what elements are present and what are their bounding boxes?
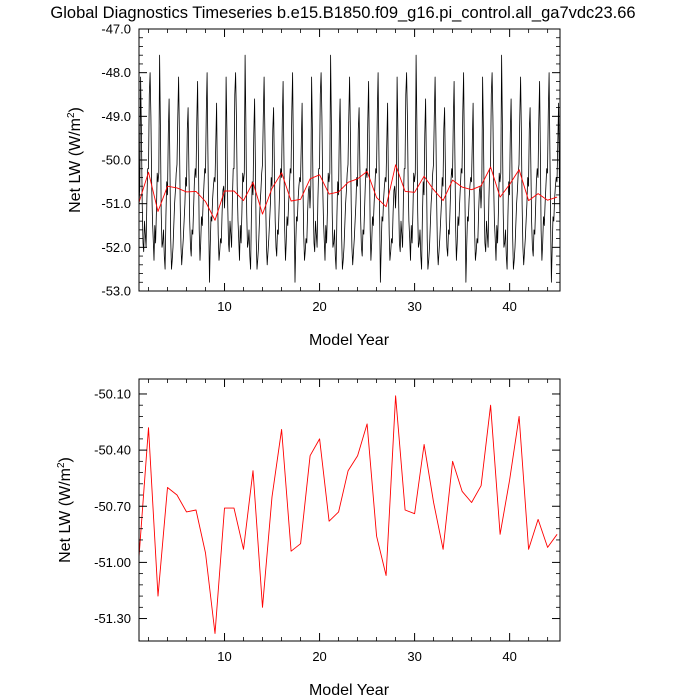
bottom-y-tick-label: -50.40 xyxy=(94,443,131,458)
top-y-tick-label: -49.0 xyxy=(101,109,131,124)
top-y-tick-label: -48.0 xyxy=(101,65,131,80)
top-y-tick-label: -52.0 xyxy=(101,240,131,255)
bottom-x-tick-label: 20 xyxy=(312,649,326,664)
bottom-y-tick-label: -50.10 xyxy=(94,386,131,401)
bottom-y-tick-label: -51.00 xyxy=(94,555,131,570)
top-series-line-1 xyxy=(139,164,558,221)
top-y-tick-label: -51.0 xyxy=(101,196,131,211)
top-axis-ticks: -53.0 -52.0 -51.0 -50.0 -49.0 -48.0 -47.0 10 20 3… xyxy=(101,22,560,314)
top-y-tick-label: -47.0 xyxy=(101,22,131,37)
top-y-tick-label: -50.0 xyxy=(101,153,131,168)
top-x-axis-label: Model Year xyxy=(309,332,390,349)
top-x-tick-label: 10 xyxy=(217,299,231,314)
top-y-tick-label: -53.0 xyxy=(101,284,131,299)
top-x-tick-label: 20 xyxy=(312,299,326,314)
top-series-line-0 xyxy=(139,54,560,283)
bottom-y-axis-label: Net LW (W/m2) xyxy=(56,457,74,563)
panel-annual: -51.30 -51.00 -50.70 -50.40 -50.10 10 20 30 40 M… xyxy=(56,378,561,699)
figure-title: Global Diagnostics Timeseries b.e15.B185… xyxy=(50,4,635,22)
bottom-y-axis-label-superscript: 2 xyxy=(56,462,67,468)
bottom-x-tick-label: 30 xyxy=(407,649,421,664)
bottom-x-axis-label: Model Year xyxy=(309,682,390,699)
bottom-axis-ticks: -51.30 -51.00 -50.70 -50.40 -50.10 10 20 30 40 xyxy=(94,379,560,664)
top-y-axis-label-main: Net LW (W/m xyxy=(67,118,84,213)
top-y-axis-label-close: ) xyxy=(67,107,84,112)
panel-monthly-and-annual: -53.0 -52.0 -51.0 -50.0 -49.0 -48.0 -47.0 10 20 3… xyxy=(66,22,561,349)
bottom-y-axis-label-main: Net LW (W/m xyxy=(57,468,74,563)
top-x-tick-label: 30 xyxy=(407,299,421,314)
bottom-y-tick-label: -51.30 xyxy=(94,611,131,626)
bottom-series-line-0 xyxy=(139,395,558,634)
top-y-axis-label-superscript: 2 xyxy=(66,112,77,118)
bottom-x-tick-label: 40 xyxy=(502,649,516,664)
top-plot-lines xyxy=(139,54,560,283)
bottom-x-tick-label: 10 xyxy=(217,649,231,664)
bottom-plot-lines xyxy=(139,395,558,634)
bottom-plot-frame xyxy=(138,378,561,642)
bottom-y-tick-label: -50.70 xyxy=(94,499,131,514)
top-x-tick-label: 40 xyxy=(502,299,516,314)
top-y-axis-label: Net LW (W/m2) xyxy=(66,107,84,213)
bottom-y-axis-label-close: ) xyxy=(57,457,74,462)
top-plot-frame xyxy=(138,28,561,292)
